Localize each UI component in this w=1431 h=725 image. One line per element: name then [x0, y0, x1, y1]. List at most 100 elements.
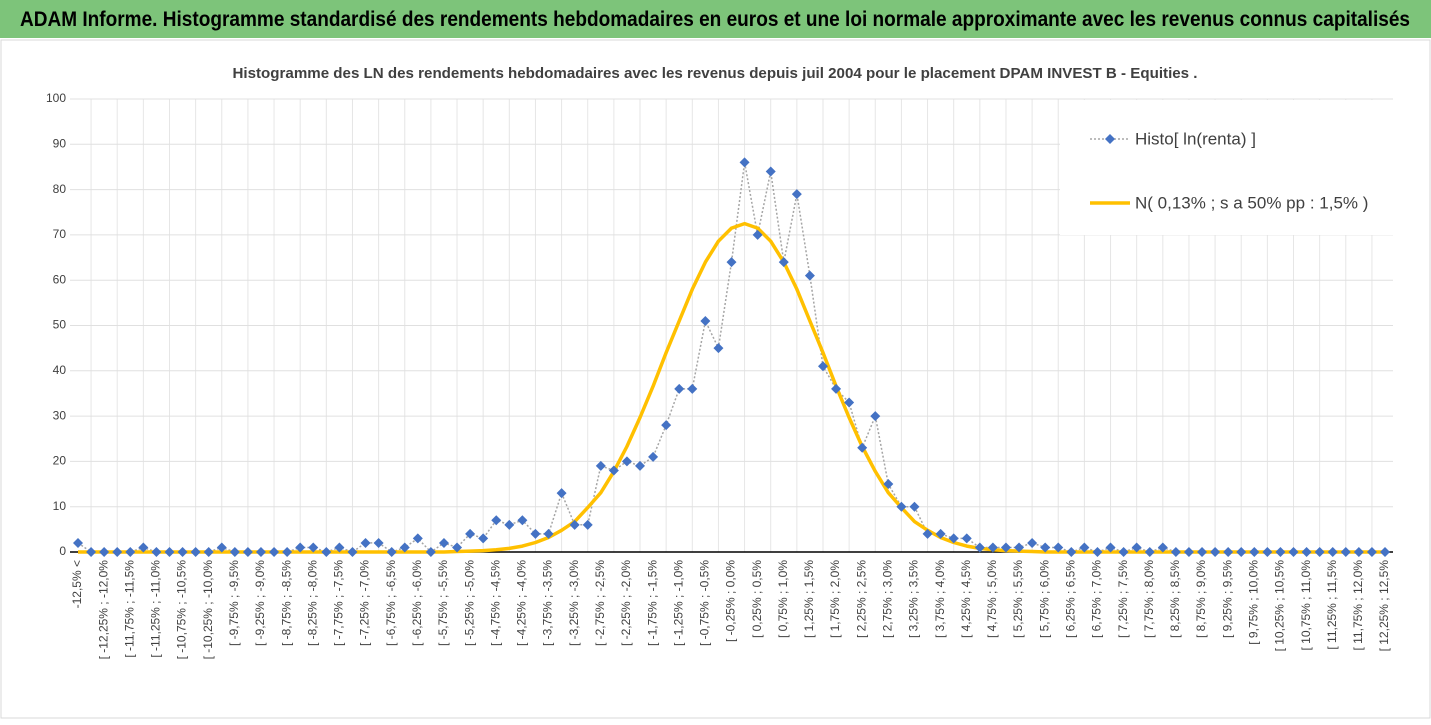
- histo-marker: [896, 501, 907, 512]
- x-tick-label: [ -5,75% ; -5,5%: [436, 560, 450, 646]
- histo-marker: [974, 542, 985, 553]
- histo-marker: [844, 397, 855, 408]
- histo-marker: [177, 547, 188, 557]
- histo-marker: [517, 515, 528, 526]
- x-tick-label: [ 4,75% ; 5,0%: [985, 560, 999, 638]
- histo-marker: [438, 537, 449, 548]
- histo-marker: [269, 547, 280, 557]
- histo-marker: [1275, 547, 1286, 557]
- x-tick-label: [ 2,75% ; 3,0%: [881, 560, 895, 638]
- chart-title: Histogramme des LN des rendements hebdom…: [233, 65, 1198, 82]
- histo-marker: [1157, 542, 1168, 553]
- x-tick-label: [ -4,25% ; -4,0%: [515, 560, 529, 646]
- histo-marker: [870, 411, 881, 422]
- x-tick-label: [ 5,25% ; 5,5%: [1011, 560, 1025, 638]
- histo-marker: [242, 547, 253, 557]
- y-tick-label: 50: [53, 318, 67, 332]
- x-tick-label: [ 8,25% ; 8,5%: [1168, 560, 1182, 638]
- banner: [0, 0, 1431, 38]
- x-tick-label: [ 0,75% ; 1,0%: [776, 560, 790, 638]
- histo-marker: [125, 547, 136, 557]
- x-tick-label: [ 9,75% ; 10,0%: [1246, 560, 1260, 645]
- histo-marker: [203, 547, 214, 557]
- histo-marker: [360, 537, 371, 548]
- histo-marker: [582, 519, 593, 530]
- histo-marker: [569, 519, 580, 530]
- histo-marker: [726, 257, 737, 268]
- histo-marker: [648, 451, 659, 462]
- y-tick-label: 70: [53, 227, 67, 241]
- legend-label: Histo[ ln(renta) ]: [1135, 129, 1256, 148]
- histo-marker: [504, 519, 515, 530]
- histo-marker: [608, 465, 619, 476]
- histo-marker: [425, 547, 436, 557]
- histo-marker: [1249, 547, 1260, 557]
- histo-marker: [1092, 547, 1103, 557]
- histo-marker: [1262, 547, 1273, 557]
- x-tick-label: [ 11,75% ; 12,0%: [1351, 560, 1365, 651]
- histo-marker: [1380, 547, 1390, 557]
- histo-marker: [1040, 542, 1051, 553]
- histo-marker: [621, 456, 632, 467]
- legend-box: [1060, 100, 1400, 235]
- x-tick-label: [ -2,75% ; -2,5%: [593, 560, 607, 646]
- histo-marker: [661, 420, 672, 431]
- x-tick-label: [ -3,75% ; -3,5%: [541, 560, 555, 646]
- histo-marker: [1131, 542, 1142, 553]
- histo-marker: [1000, 542, 1011, 553]
- x-tick-label: [ 2,25% ; 2,5%: [854, 560, 868, 638]
- histo-marker: [1366, 547, 1377, 557]
- histo-marker: [1079, 542, 1090, 553]
- x-tick-label: [ 10,75% ; 11,0%: [1299, 560, 1313, 651]
- histo-marker: [1197, 547, 1208, 557]
- histo-marker: [778, 257, 789, 268]
- histo-marker: [1053, 542, 1064, 553]
- y-tick-label: 20: [53, 454, 67, 468]
- histo-marker: [1223, 547, 1234, 557]
- x-tick-label: [ 8,75% ; 9,0%: [1194, 560, 1208, 638]
- x-tick-label: -12,5% <: [70, 560, 84, 608]
- histo-marker: [739, 157, 750, 168]
- x-tick-label: [ 0,25% ; 0,5%: [750, 560, 764, 638]
- banner-title: ADAM Informe. Histogramme standardisé de…: [20, 8, 1410, 31]
- histo-marker: [164, 547, 175, 557]
- histo-marker: [556, 488, 567, 499]
- histo-marker: [530, 528, 541, 539]
- x-tick-label: [ 7,75% ; 8,0%: [1142, 560, 1156, 638]
- histo-marker: [386, 547, 397, 557]
- histo-marker: [1118, 547, 1129, 557]
- histo-marker: [791, 189, 802, 200]
- histo-marker: [1353, 547, 1364, 557]
- histo-marker: [308, 542, 319, 553]
- histo-marker: [478, 533, 489, 544]
- x-tick-label: [ -9,25% ; -9,0%: [253, 560, 267, 646]
- legend-marker: [1105, 134, 1115, 144]
- y-tick-label: 80: [53, 182, 67, 196]
- x-tick-label: [ 1,75% ; 2,0%: [828, 560, 842, 638]
- y-tick-label: 60: [53, 272, 67, 286]
- histo-marker: [1144, 547, 1155, 557]
- x-tick-label: [ 6,75% ; 7,0%: [1090, 560, 1104, 638]
- histo-marker: [948, 533, 959, 544]
- x-tick-label: [ 11,25% ; 11,5%: [1325, 560, 1339, 650]
- histo-marker: [373, 537, 384, 548]
- x-tick-label: [ -10,75% ; -10,5%: [175, 560, 189, 660]
- x-tick-label: [ -8,25% ; -8,0%: [305, 560, 319, 646]
- x-tick-label: [ -6,75% ; -6,5%: [384, 560, 398, 646]
- histo-marker: [99, 547, 110, 557]
- histo-marker: [190, 547, 201, 557]
- x-tick-label: [ -12,25% ; -12,0%: [96, 560, 110, 660]
- x-tick-label: [ -11,75% ; -11,5%: [122, 560, 136, 658]
- histo-marker: [909, 501, 920, 512]
- x-tick-label: [ 9,25% ; 9,5%: [1220, 560, 1234, 638]
- x-tick-label: [ -9,75% ; -9,5%: [227, 560, 241, 646]
- chart-border: [0, 39, 1431, 719]
- histo-marker: [987, 542, 998, 553]
- histo-marker: [674, 383, 685, 394]
- histo-marker: [857, 442, 868, 453]
- x-tick-label: [ 6,25% ; 6,5%: [1063, 560, 1077, 638]
- histo-marker: [321, 547, 332, 557]
- x-tick-label: [ -0,75% ; -0,5%: [698, 560, 712, 646]
- x-tick-label: [ -2,25% ; -2,0%: [619, 560, 633, 646]
